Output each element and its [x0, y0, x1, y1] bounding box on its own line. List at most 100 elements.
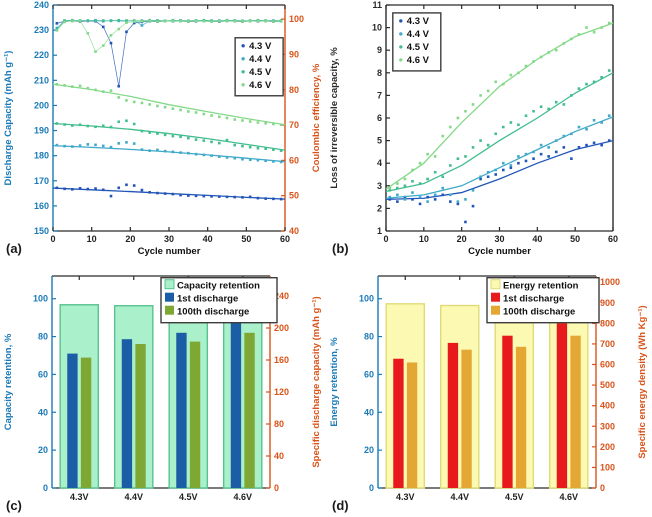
data-point [55, 29, 59, 32]
svg-text:30: 30 [494, 234, 504, 244]
data-point [577, 146, 581, 149]
category-label: 4.5V [179, 492, 198, 502]
legend-label: 4.5 V [407, 42, 430, 53]
legend-marker [399, 58, 403, 62]
data-point [264, 121, 267, 125]
data-point [148, 103, 151, 106]
series-4.4-v-capacity-loss [385, 114, 614, 203]
data-point [449, 193, 452, 197]
data-point [125, 19, 128, 22]
data-point [241, 20, 244, 23]
data-point [233, 195, 237, 199]
data-point [117, 120, 121, 124]
category-label: 4.3V [396, 492, 415, 502]
data-point [264, 147, 267, 150]
legend-swatch [164, 279, 175, 290]
svg-text:90: 90 [289, 49, 299, 59]
data-point [600, 26, 603, 29]
data-point [163, 19, 167, 23]
data-point [78, 144, 82, 147]
svg-text:0: 0 [383, 234, 388, 244]
legend-label: 4.3 V [407, 16, 430, 27]
first-discharge-bar [447, 342, 459, 488]
data-point [109, 41, 113, 45]
trend-line [385, 116, 614, 199]
data-point [272, 122, 275, 126]
data-point [171, 19, 175, 23]
retention-bar [222, 311, 263, 489]
data-point [140, 24, 144, 27]
data-point [486, 175, 490, 179]
data-point [55, 22, 59, 25]
panel-b-label: (b) [332, 241, 349, 256]
data-point [279, 149, 283, 152]
svg-text:60: 60 [364, 369, 374, 379]
data-point [86, 19, 90, 23]
data-point [217, 19, 221, 23]
hundredth-discharge-bar [570, 335, 581, 488]
data-point [125, 183, 128, 187]
legend-swatch [490, 279, 501, 290]
data-point [509, 164, 513, 167]
data-point [194, 111, 198, 114]
data-point [248, 145, 252, 149]
data-point [217, 195, 221, 198]
data-point [509, 73, 513, 77]
legend-label: 4.5 V [249, 67, 272, 78]
svg-text:10: 10 [372, 23, 382, 33]
legend-marker [241, 57, 245, 61]
data-point [509, 166, 513, 170]
data-point [600, 121, 603, 124]
data-point [456, 200, 460, 203]
data-point [101, 90, 105, 93]
svg-text:0: 0 [43, 483, 48, 493]
data-point [562, 42, 566, 45]
data-point [577, 87, 581, 90]
data-point [562, 146, 566, 149]
svg-text:60: 60 [280, 234, 290, 244]
data-point [156, 20, 159, 23]
legend-label: 1st discharge [177, 294, 238, 305]
data-point [109, 89, 113, 92]
series-4.3-v-capacity-loss [385, 139, 614, 224]
data-point [592, 30, 596, 34]
data-point [600, 76, 603, 79]
legend-marker [399, 19, 403, 23]
data-point [109, 145, 113, 149]
svg-text:80: 80 [364, 332, 374, 342]
legend-marker [241, 83, 245, 87]
data-point [217, 141, 221, 145]
data-point [433, 198, 437, 201]
y-axis-label-right: Coulombic efficiency, % [311, 63, 322, 172]
data-point [210, 114, 213, 117]
data-point [396, 186, 399, 190]
data-point [86, 143, 90, 146]
data-point [233, 118, 237, 121]
data-point [411, 191, 414, 194]
first-discharge-bar [230, 320, 242, 488]
svg-text:200: 200 [600, 442, 615, 452]
data-point [256, 146, 260, 150]
hundredth-discharge-bar [461, 349, 472, 488]
svg-text:40: 40 [289, 226, 299, 236]
data-point [411, 168, 414, 172]
data-point [109, 125, 113, 129]
retention-bar [494, 309, 535, 489]
svg-text:230: 230 [34, 25, 49, 35]
data-point [117, 18, 121, 22]
data-point [279, 197, 283, 201]
data-point [396, 200, 399, 203]
data-point [570, 157, 573, 160]
svg-text:20: 20 [125, 234, 135, 244]
data-point [396, 182, 399, 185]
panel-a-label: (a) [6, 241, 22, 256]
data-point [426, 200, 429, 203]
data-point [607, 114, 611, 118]
svg-text:50: 50 [289, 191, 299, 201]
axes: 0204060801000100200300400500600700800900… [329, 275, 648, 493]
data-point [125, 30, 128, 34]
panel-b: 1 2 3 4 5 6 7 8 9 10 11 Loss of irreversible capaci… [326, 0, 652, 260]
data-point [256, 158, 260, 162]
data-point [464, 155, 467, 158]
